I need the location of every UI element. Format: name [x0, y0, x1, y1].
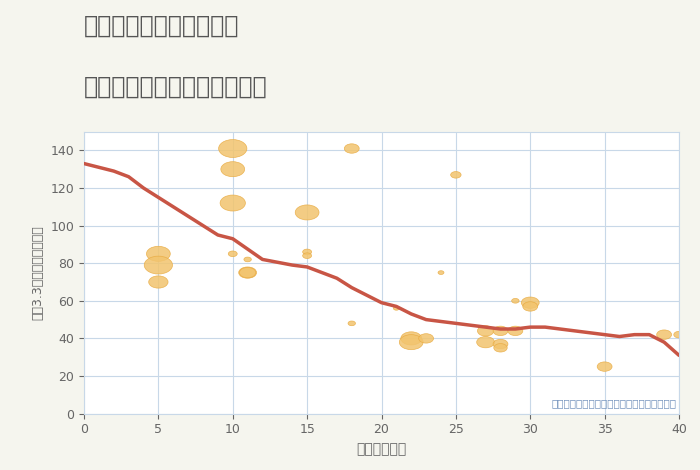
Ellipse shape — [674, 331, 684, 338]
Ellipse shape — [302, 253, 312, 258]
Ellipse shape — [302, 249, 312, 255]
Ellipse shape — [597, 362, 612, 371]
Ellipse shape — [221, 162, 245, 177]
Ellipse shape — [393, 306, 399, 310]
X-axis label: 築年数（年）: 築年数（年） — [356, 442, 407, 456]
Ellipse shape — [438, 271, 444, 274]
Ellipse shape — [493, 326, 508, 336]
Ellipse shape — [218, 140, 247, 157]
Ellipse shape — [401, 332, 421, 345]
Ellipse shape — [220, 195, 246, 211]
Ellipse shape — [451, 172, 461, 178]
Ellipse shape — [228, 251, 237, 257]
Ellipse shape — [508, 326, 523, 336]
Text: 奈良県奈良市今辻子町の: 奈良県奈良市今辻子町の — [84, 14, 239, 38]
Ellipse shape — [399, 335, 423, 350]
Ellipse shape — [239, 267, 256, 278]
Ellipse shape — [244, 257, 251, 262]
Ellipse shape — [657, 330, 671, 339]
Ellipse shape — [523, 302, 538, 311]
Ellipse shape — [512, 298, 519, 303]
Y-axis label: 坪（3.3㎡）単価（万円）: 坪（3.3㎡）単価（万円） — [32, 225, 45, 320]
Ellipse shape — [494, 344, 508, 352]
Ellipse shape — [146, 246, 170, 261]
Ellipse shape — [144, 256, 172, 274]
Ellipse shape — [477, 337, 494, 348]
Ellipse shape — [148, 276, 168, 288]
Ellipse shape — [477, 326, 494, 336]
Ellipse shape — [522, 297, 539, 308]
Text: 築年数別中古マンション価格: 築年数別中古マンション価格 — [84, 75, 267, 99]
Text: 円の大きさは、取引のあった物件面積を示す: 円の大きさは、取引のあった物件面積を示す — [551, 398, 676, 408]
Ellipse shape — [239, 267, 255, 278]
Ellipse shape — [348, 321, 356, 326]
Ellipse shape — [493, 339, 508, 349]
Ellipse shape — [419, 334, 433, 343]
Ellipse shape — [295, 205, 319, 220]
Ellipse shape — [344, 144, 359, 153]
